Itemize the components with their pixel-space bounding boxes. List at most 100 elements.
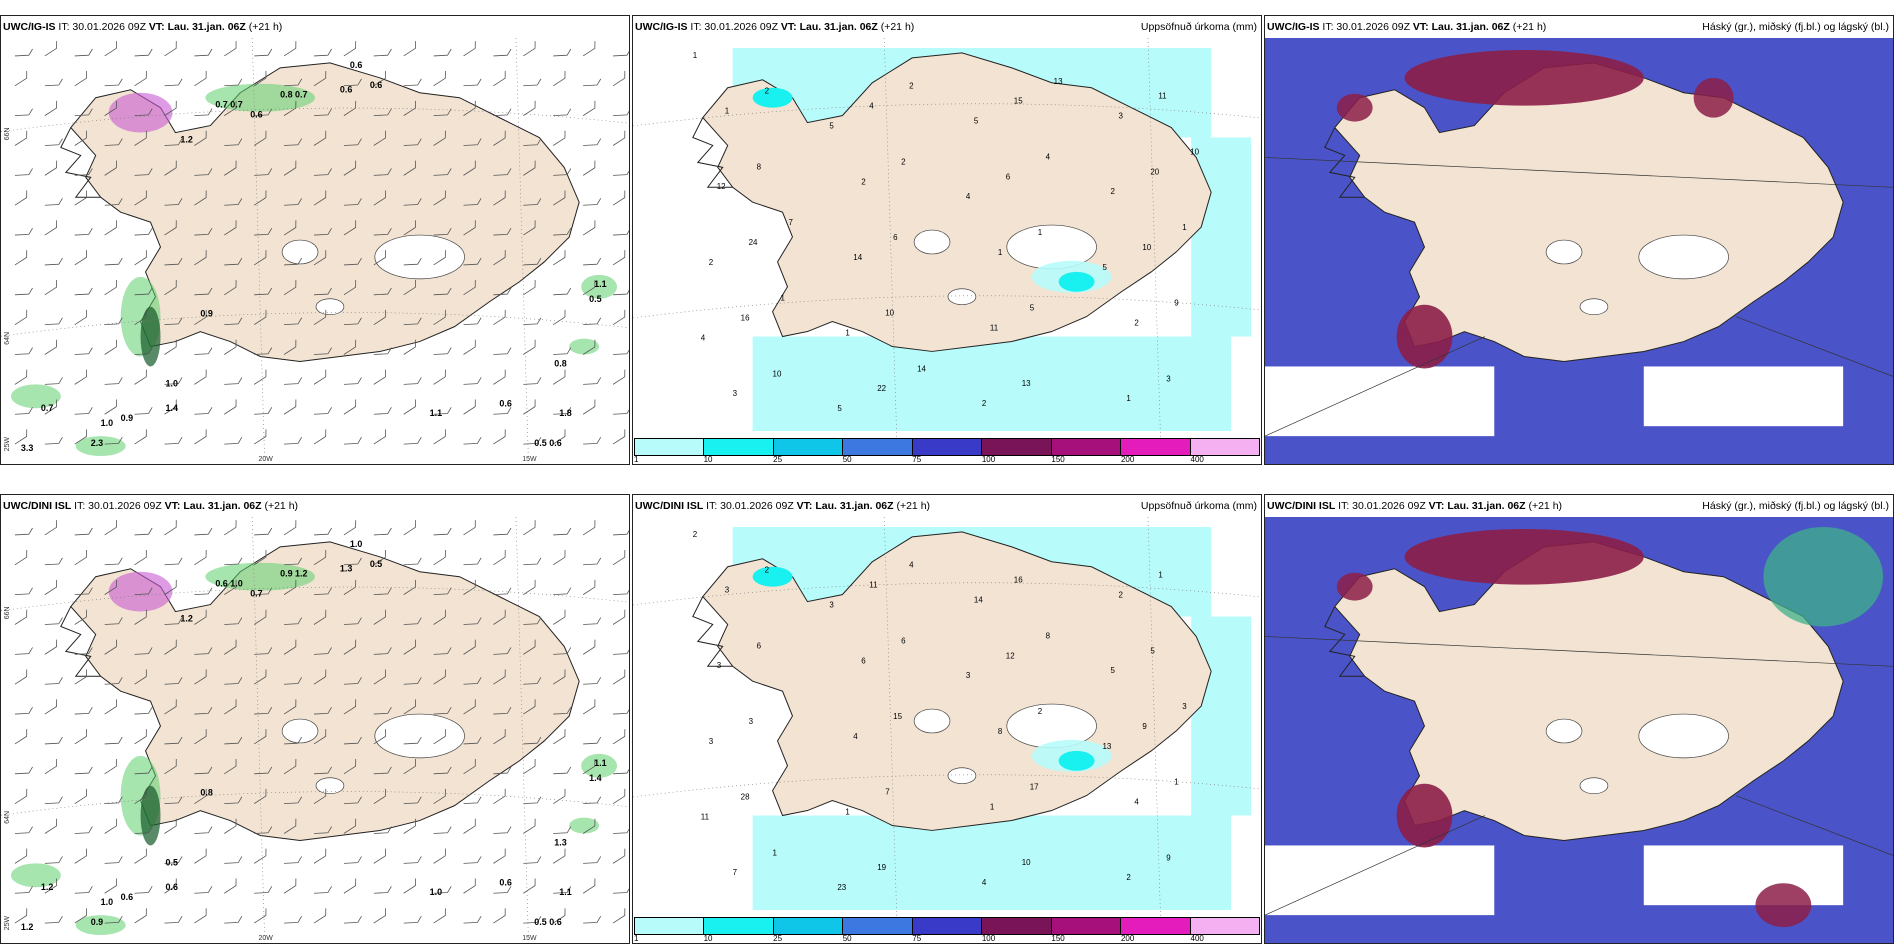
- precip-amount-label: 2: [1118, 591, 1123, 600]
- wind-barb: [433, 669, 446, 685]
- axis-label: 25W: [4, 915, 11, 930]
- precip-amount-label: 14: [974, 596, 983, 605]
- wind-barb: [14, 71, 28, 87]
- wind-barb: [104, 41, 117, 57]
- wind-barb: [433, 407, 452, 415]
- wind-barb: [403, 280, 416, 296]
- wind-barb: [373, 826, 392, 834]
- wind-barb: [583, 257, 602, 266]
- map-borders: [1265, 157, 1893, 437]
- wind-barb: [583, 557, 602, 566]
- wind-barb: [463, 41, 476, 57]
- wind-barb: [403, 915, 422, 924]
- wind-barb: [553, 369, 566, 385]
- iceland-coastline: [70, 541, 580, 841]
- wind-barb: [14, 287, 33, 296]
- wind-barb: [613, 766, 629, 775]
- wind-barb: [134, 826, 153, 834]
- wind-barb: [194, 669, 207, 685]
- precip-amount-label: 3: [717, 661, 722, 670]
- wind-barb: [74, 190, 87, 206]
- wind-barb: [612, 71, 626, 87]
- wind-barb: [612, 429, 626, 445]
- wind-barb: [14, 729, 28, 745]
- wind-barb: [613, 347, 629, 355]
- wind-barb: [313, 347, 332, 355]
- wind-barb: [44, 257, 63, 266]
- wind-barb: [553, 609, 566, 625]
- precip-amount-label: 1: [1158, 571, 1163, 580]
- wind-barb: [613, 48, 629, 57]
- wind-speed-label: 0.5: [534, 438, 546, 448]
- wind-barb: [433, 550, 446, 566]
- wind-barb: [194, 766, 213, 775]
- wind-barb: [493, 287, 512, 296]
- wind-barb: [194, 309, 207, 325]
- init-time: IT: 30.01.2026 09Z: [1338, 500, 1426, 512]
- wind-barb: [343, 736, 362, 745]
- precip-amount-label: 6: [757, 641, 762, 650]
- wind-barb: [283, 520, 297, 536]
- wind-barb: [44, 41, 58, 57]
- wind-barb: [254, 826, 273, 834]
- wind-barb: [284, 138, 303, 146]
- westfjords-coast: [692, 596, 733, 667]
- wind-barb: [104, 699, 117, 715]
- precip-amount-label: 4: [1134, 798, 1139, 807]
- wind-barb: [224, 317, 243, 326]
- border-line: [1265, 636, 1893, 667]
- myrdalsjokull-glacier: [1579, 777, 1609, 795]
- precip-amount-label: 1: [845, 808, 850, 817]
- wind-barb: [44, 520, 58, 536]
- precip-amount-label: 16: [1014, 576, 1023, 585]
- wind-barb: [284, 915, 303, 924]
- wind-barb: [343, 878, 357, 894]
- myrdalsjokull-glacier: [1579, 298, 1609, 316]
- wind-barb: [553, 647, 572, 655]
- wind-speed-label: 0.9: [200, 309, 212, 319]
- wind-speed-label: 1.2: [180, 135, 192, 145]
- colorbar-tick-label: 10: [703, 455, 713, 464]
- wind-barb: [313, 766, 332, 775]
- precip-amount-label: 7: [789, 218, 794, 227]
- precip-amount-label: 5: [974, 117, 979, 126]
- wind-barb: [613, 886, 629, 894]
- wind-barb: [164, 579, 177, 595]
- wind-barb: [553, 347, 572, 355]
- wind-barb: [553, 886, 572, 894]
- wind-barb: [313, 826, 332, 834]
- wind-barb: [523, 317, 542, 326]
- map-title: Háský (gr.), miðský (fj.bl.) og lágský (…: [1702, 500, 1889, 512]
- wind-speed-core: [140, 306, 161, 367]
- wind-barb: [583, 617, 602, 625]
- wind-barb: [553, 729, 566, 745]
- wind-barb: [283, 818, 297, 834]
- wind-speed-label: 0.5: [370, 559, 382, 569]
- wind-barb: [104, 579, 117, 595]
- wind-speed-label: 1.8: [559, 408, 571, 418]
- wind-barb: [523, 557, 542, 566]
- wind-barb: [313, 788, 327, 804]
- colorbar-tick-label: 1: [634, 455, 639, 464]
- wind-barb: [104, 759, 117, 775]
- wind-barb: [463, 399, 476, 415]
- wind-barb: [104, 915, 123, 924]
- precip-amount-label: 3: [829, 601, 834, 610]
- wind-barb: [134, 788, 147, 804]
- westfjords-coast: [1324, 606, 1365, 677]
- wind-barb: [523, 280, 536, 296]
- wind-barb: [253, 609, 267, 625]
- precip-amount-label: 22: [877, 384, 886, 393]
- colorbar-tick-label: 50: [842, 934, 852, 943]
- wind-barb: [582, 41, 596, 57]
- colorbar-tick-label: 25: [773, 934, 783, 943]
- wind-barb: [553, 190, 566, 206]
- precip-amount-label: 6: [893, 233, 898, 242]
- wind-barb: [224, 160, 237, 176]
- wind-barb: [134, 71, 147, 87]
- wind-barb: [373, 71, 387, 87]
- wind-speed-label: 0.9: [121, 413, 133, 423]
- wind-barb: [74, 706, 93, 715]
- wind-barb: [433, 227, 452, 236]
- panel-header: UWC/IG-IS IT: 30.01.2026 09Z VT: Lau. 31…: [1, 16, 629, 38]
